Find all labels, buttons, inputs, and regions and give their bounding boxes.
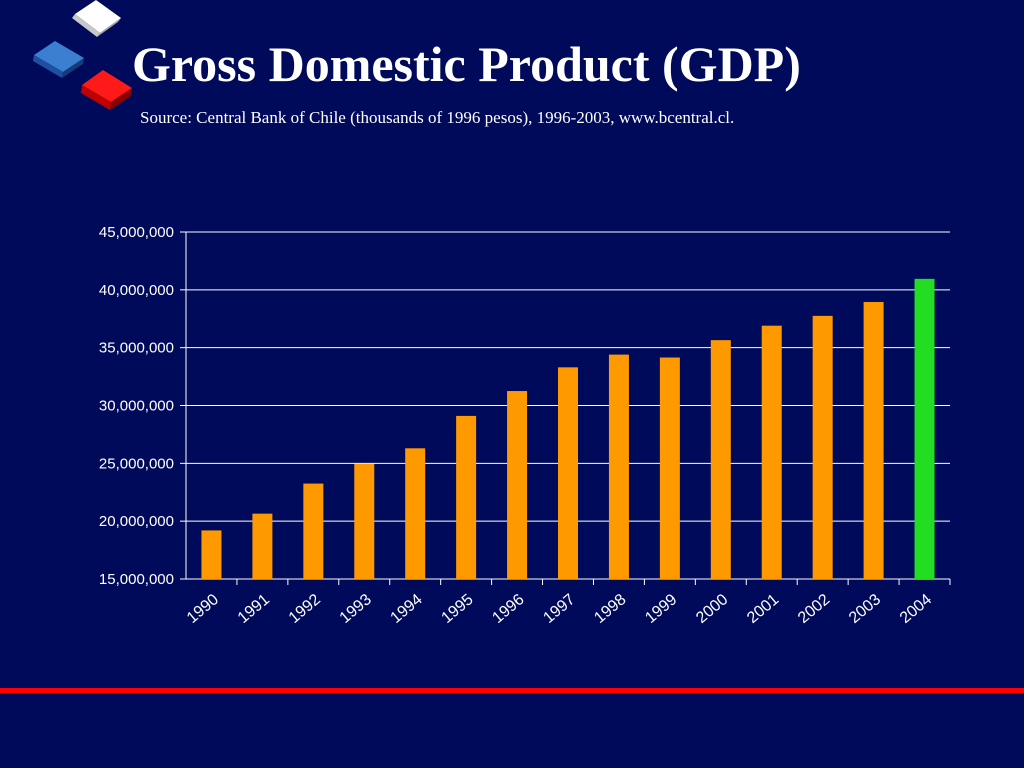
x-tick-label: 2004	[897, 591, 935, 627]
y-tick-label: 45,000,000	[99, 224, 174, 241]
red-cube-icon	[81, 70, 132, 110]
x-tick-label: 2001	[744, 591, 782, 627]
y-tick-label: 20,000,000	[99, 513, 174, 530]
white-cube-icon	[72, 0, 121, 37]
x-tick-label: 1992	[286, 591, 324, 627]
x-tick-label: 1991	[235, 591, 273, 627]
bar-2003	[863, 301, 884, 579]
x-tick-label: 1999	[642, 591, 680, 627]
x-tick-label: 2002	[795, 591, 833, 627]
bar-2000	[710, 340, 731, 579]
y-tick-label: 25,000,000	[99, 455, 174, 472]
y-tick-label: 15,000,000	[99, 571, 174, 588]
bar-2002	[812, 315, 833, 579]
bar-1993	[354, 463, 375, 579]
source-subtitle: Source: Central Bank of Chile (thousands…	[140, 108, 735, 127]
bar-2004	[914, 278, 935, 579]
bar-1990	[201, 530, 222, 579]
page-title: Gross Domestic Product (GDP)	[132, 36, 801, 92]
x-tick-label: 1997	[540, 591, 578, 627]
x-tick-label: 1994	[388, 591, 426, 627]
divider-rule	[0, 688, 1024, 693]
bar-1994	[405, 448, 426, 579]
x-tick-label: 1990	[184, 591, 222, 627]
y-tick-label: 30,000,000	[99, 398, 174, 415]
gdp-bar-chart: 15,000,000 20,000,000 25,000,000 30,000,000…	[99, 224, 951, 627]
bar-2001	[761, 325, 782, 579]
bar-1998	[608, 354, 629, 579]
bar-1991	[252, 513, 273, 579]
three-cubes-icon	[33, 0, 132, 110]
y-tick-label: 40,000,000	[99, 282, 174, 299]
x-tick-label: 1995	[439, 591, 477, 627]
y-tick-label: 35,000,000	[99, 340, 174, 357]
bar-1997	[558, 367, 578, 579]
x-tick-label: 2003	[846, 591, 884, 627]
bar-1995	[456, 415, 477, 579]
blue-cube-icon	[33, 41, 84, 78]
x-tick-label: 2000	[693, 591, 731, 627]
x-tick-label: 1996	[489, 591, 527, 627]
x-tick-label: 1993	[337, 591, 375, 627]
bar-1992	[303, 483, 324, 579]
bar-1996	[507, 391, 528, 579]
x-tick-label: 1998	[591, 591, 629, 627]
bar-1999	[659, 357, 680, 579]
